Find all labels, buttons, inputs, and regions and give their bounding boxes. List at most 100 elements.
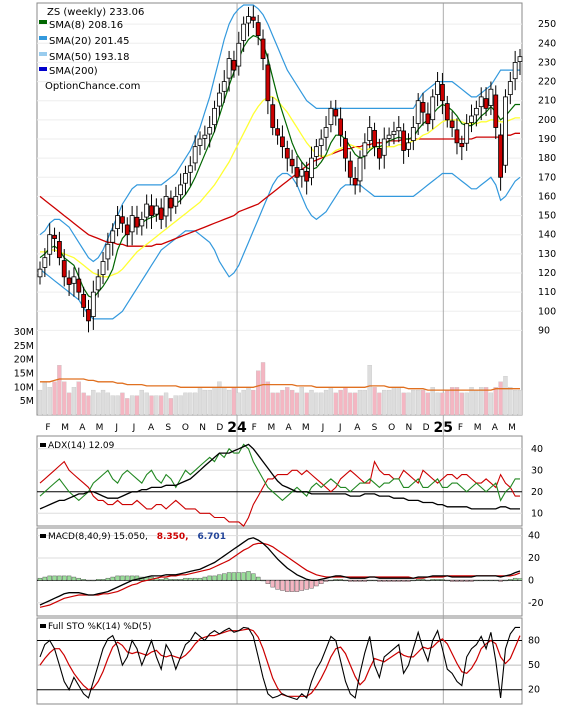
- price-panel-frame: [36, 2, 523, 416]
- macd-histogram-bar: [483, 580, 489, 582]
- x-axis-label: J: [338, 423, 342, 433]
- volume-bar: [188, 392, 193, 416]
- candle-body: [56, 241, 62, 259]
- macd-histogram-bar: [377, 580, 382, 582]
- macd-histogram-bar: [57, 575, 62, 581]
- macd-histogram-bar: [66, 575, 72, 581]
- candle-body: [153, 205, 159, 215]
- macd-histogram-bar: [173, 579, 178, 581]
- legend-sma200: SMA(200): [49, 66, 98, 77]
- macd-histogram-bar: [62, 575, 67, 581]
- candle-body: [493, 94, 499, 128]
- macd-histogram-bar: [95, 579, 101, 581]
- macd-histogram-bar: [280, 580, 285, 591]
- macd-histogram-bar: [159, 579, 164, 581]
- macd-histogram-bar: [275, 580, 280, 590]
- volume-bar: [304, 392, 309, 416]
- x-axis-label: F: [458, 423, 463, 433]
- candle-body: [410, 127, 416, 141]
- candle-body: [386, 134, 392, 139]
- macd-histogram-bar: [120, 575, 125, 581]
- volume-bar: [129, 395, 135, 416]
- price-tick-label: 170: [538, 172, 556, 183]
- candle-body: [367, 127, 373, 141]
- macd-histogram-bar: [488, 580, 494, 582]
- x-axis-label: M: [302, 423, 310, 433]
- candle-body: [37, 268, 43, 278]
- candle-body: [124, 224, 130, 236]
- volume-bar: [425, 392, 431, 416]
- adx-label-swatch: [40, 443, 46, 447]
- x-axis-label: F: [45, 423, 50, 433]
- macd-histogram-bar: [231, 572, 237, 581]
- legend-sma20: SMA(20) 201.45: [49, 36, 130, 47]
- macd-histogram-bar: [178, 579, 183, 581]
- macd-histogram-bar: [459, 580, 465, 582]
- minus-di-line: [39, 460, 520, 527]
- volume-bar: [435, 392, 440, 416]
- macd-histogram-bar: [367, 580, 372, 582]
- volume-bar: [275, 392, 280, 416]
- x-axis-label: D: [423, 423, 430, 433]
- macd-histogram-bar: [454, 580, 460, 582]
- volume-bar: [309, 389, 314, 416]
- volume-bar: [81, 392, 86, 416]
- x-axis-label: N: [199, 423, 206, 433]
- x-axis-label: A: [492, 423, 499, 433]
- volume-bar: [62, 381, 67, 416]
- candle-body: [110, 230, 116, 243]
- volume-bar: [464, 392, 469, 416]
- price-legend: ZS (weekly) 233.06 SMA(8) 208.16 SMA(20)…: [39, 7, 144, 92]
- macd-histogram-bar: [357, 580, 363, 582]
- volume-tick-label: 10M: [14, 382, 34, 393]
- volume-bar: [488, 392, 494, 416]
- candle-body: [478, 96, 484, 108]
- sto-label-swatch: [40, 624, 46, 628]
- macd-histogram-bar: [348, 580, 353, 582]
- volume-bar: [469, 387, 474, 416]
- macd-histogram-bar: [226, 572, 232, 581]
- macd-histogram-bar: [241, 572, 246, 581]
- macd-line: [39, 537, 521, 606]
- volume-bar: [159, 395, 164, 416]
- macd-histogram-bar: [352, 580, 358, 582]
- x-axis-label: O: [182, 423, 189, 433]
- volume-tick-label: 20M: [14, 355, 34, 366]
- volume-bar: [217, 381, 222, 416]
- volume-bar: [193, 392, 198, 416]
- candle-body: [391, 130, 397, 135]
- candle-body: [149, 205, 154, 216]
- macd-histogram-bar: [91, 580, 96, 582]
- volume-bar: [513, 389, 518, 416]
- volume-bar: [362, 389, 367, 416]
- volume-bar: [154, 395, 159, 416]
- macd-tick-label: 40: [528, 531, 540, 542]
- macd-histogram-bar: [270, 580, 275, 588]
- adx-panel-frame: [36, 435, 523, 527]
- candle-body: [76, 278, 82, 293]
- candle-body: [192, 146, 198, 164]
- macd-histogram-bar: [386, 580, 392, 582]
- price-tick-label: 90: [538, 325, 550, 336]
- macd-histogram-bar: [37, 577, 43, 581]
- candle-body: [183, 173, 188, 184]
- volume-bar: [139, 389, 144, 416]
- macd-histogram-bar: [493, 580, 498, 582]
- volume-bar: [105, 392, 111, 416]
- volume-bar: [163, 392, 169, 416]
- candle-body: [473, 107, 479, 116]
- candle-body: [42, 257, 48, 268]
- price-tick-label: 140: [538, 230, 556, 241]
- candle-body: [115, 215, 120, 229]
- volume-bar: [86, 395, 91, 416]
- candle-body: [362, 142, 368, 157]
- volume-bar: [236, 392, 241, 416]
- sto-tick-label: 50: [528, 660, 540, 671]
- macd-histogram-bar: [319, 580, 324, 584]
- candle-body: [338, 118, 344, 136]
- macd-histogram-bar: [76, 577, 81, 581]
- candle-body: [173, 196, 179, 207]
- macd-histogram-bar: [71, 576, 77, 581]
- macd-histogram-bar: [207, 575, 212, 581]
